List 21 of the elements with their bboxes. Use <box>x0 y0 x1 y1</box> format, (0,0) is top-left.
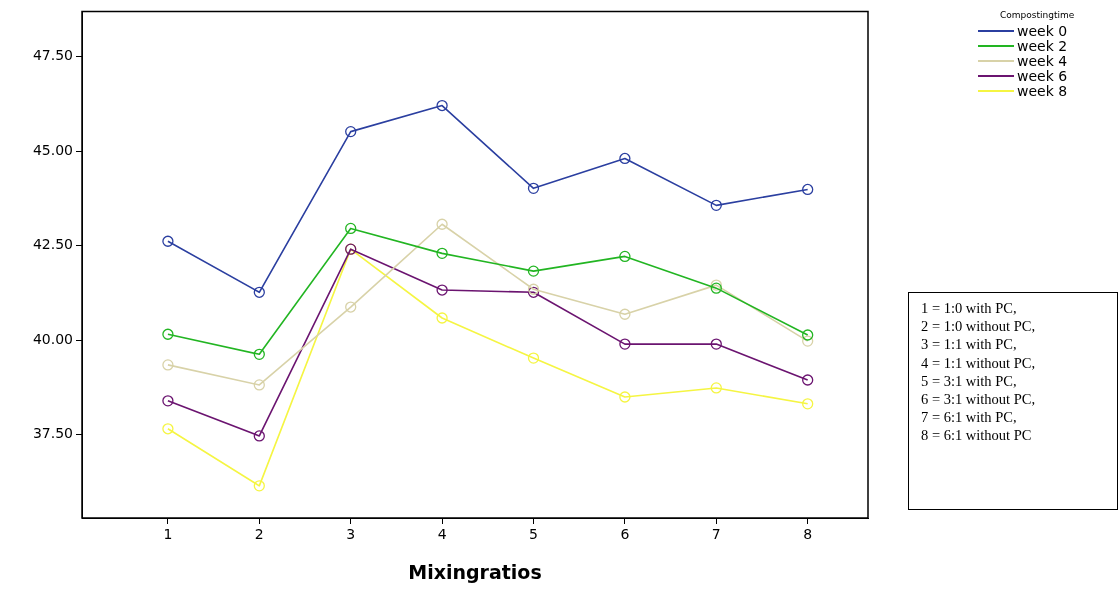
x-tick-label: 3 <box>346 526 356 543</box>
text: 1 = 1:0 with PC, 2 = 1:0 without PC, 3 = 1:1 with PC, 4 = 1:1 without PC, 5 = 3:1 with PC, 6 = 3:1 without PC, 7 = 6:1 with PC, 8 = 6:1 without PC <box>908 292 1118 510</box>
legend-label: week 4 <box>1017 52 1068 69</box>
y-tick-label: 40.00 <box>32 330 73 347</box>
legend-label: week 2 <box>1017 37 1068 54</box>
legend-label: week 8 <box>1017 82 1068 99</box>
legend-label: week 0 <box>1017 22 1068 39</box>
y-tick-label: 45.00 <box>32 141 73 158</box>
x-tick-label: 2 <box>254 526 264 543</box>
x-tick-label: 8 <box>803 526 813 543</box>
y-tick-label: 42.50 <box>32 236 73 253</box>
x-tick-label: 7 <box>711 526 721 543</box>
y-tick-label: 37.50 <box>32 425 73 442</box>
y-tick-label: 47.50 <box>32 47 73 64</box>
x-axis-title: Mixingratios <box>408 560 542 583</box>
x-tick-label: 1 <box>163 526 173 543</box>
x-tick-label: 4 <box>437 526 447 543</box>
legend-label: week 6 <box>1017 67 1068 84</box>
legend-title: Compostingtime <box>1000 10 1075 20</box>
x-tick-label: 6 <box>620 526 630 543</box>
x-tick-label: 5 <box>529 526 538 543</box>
